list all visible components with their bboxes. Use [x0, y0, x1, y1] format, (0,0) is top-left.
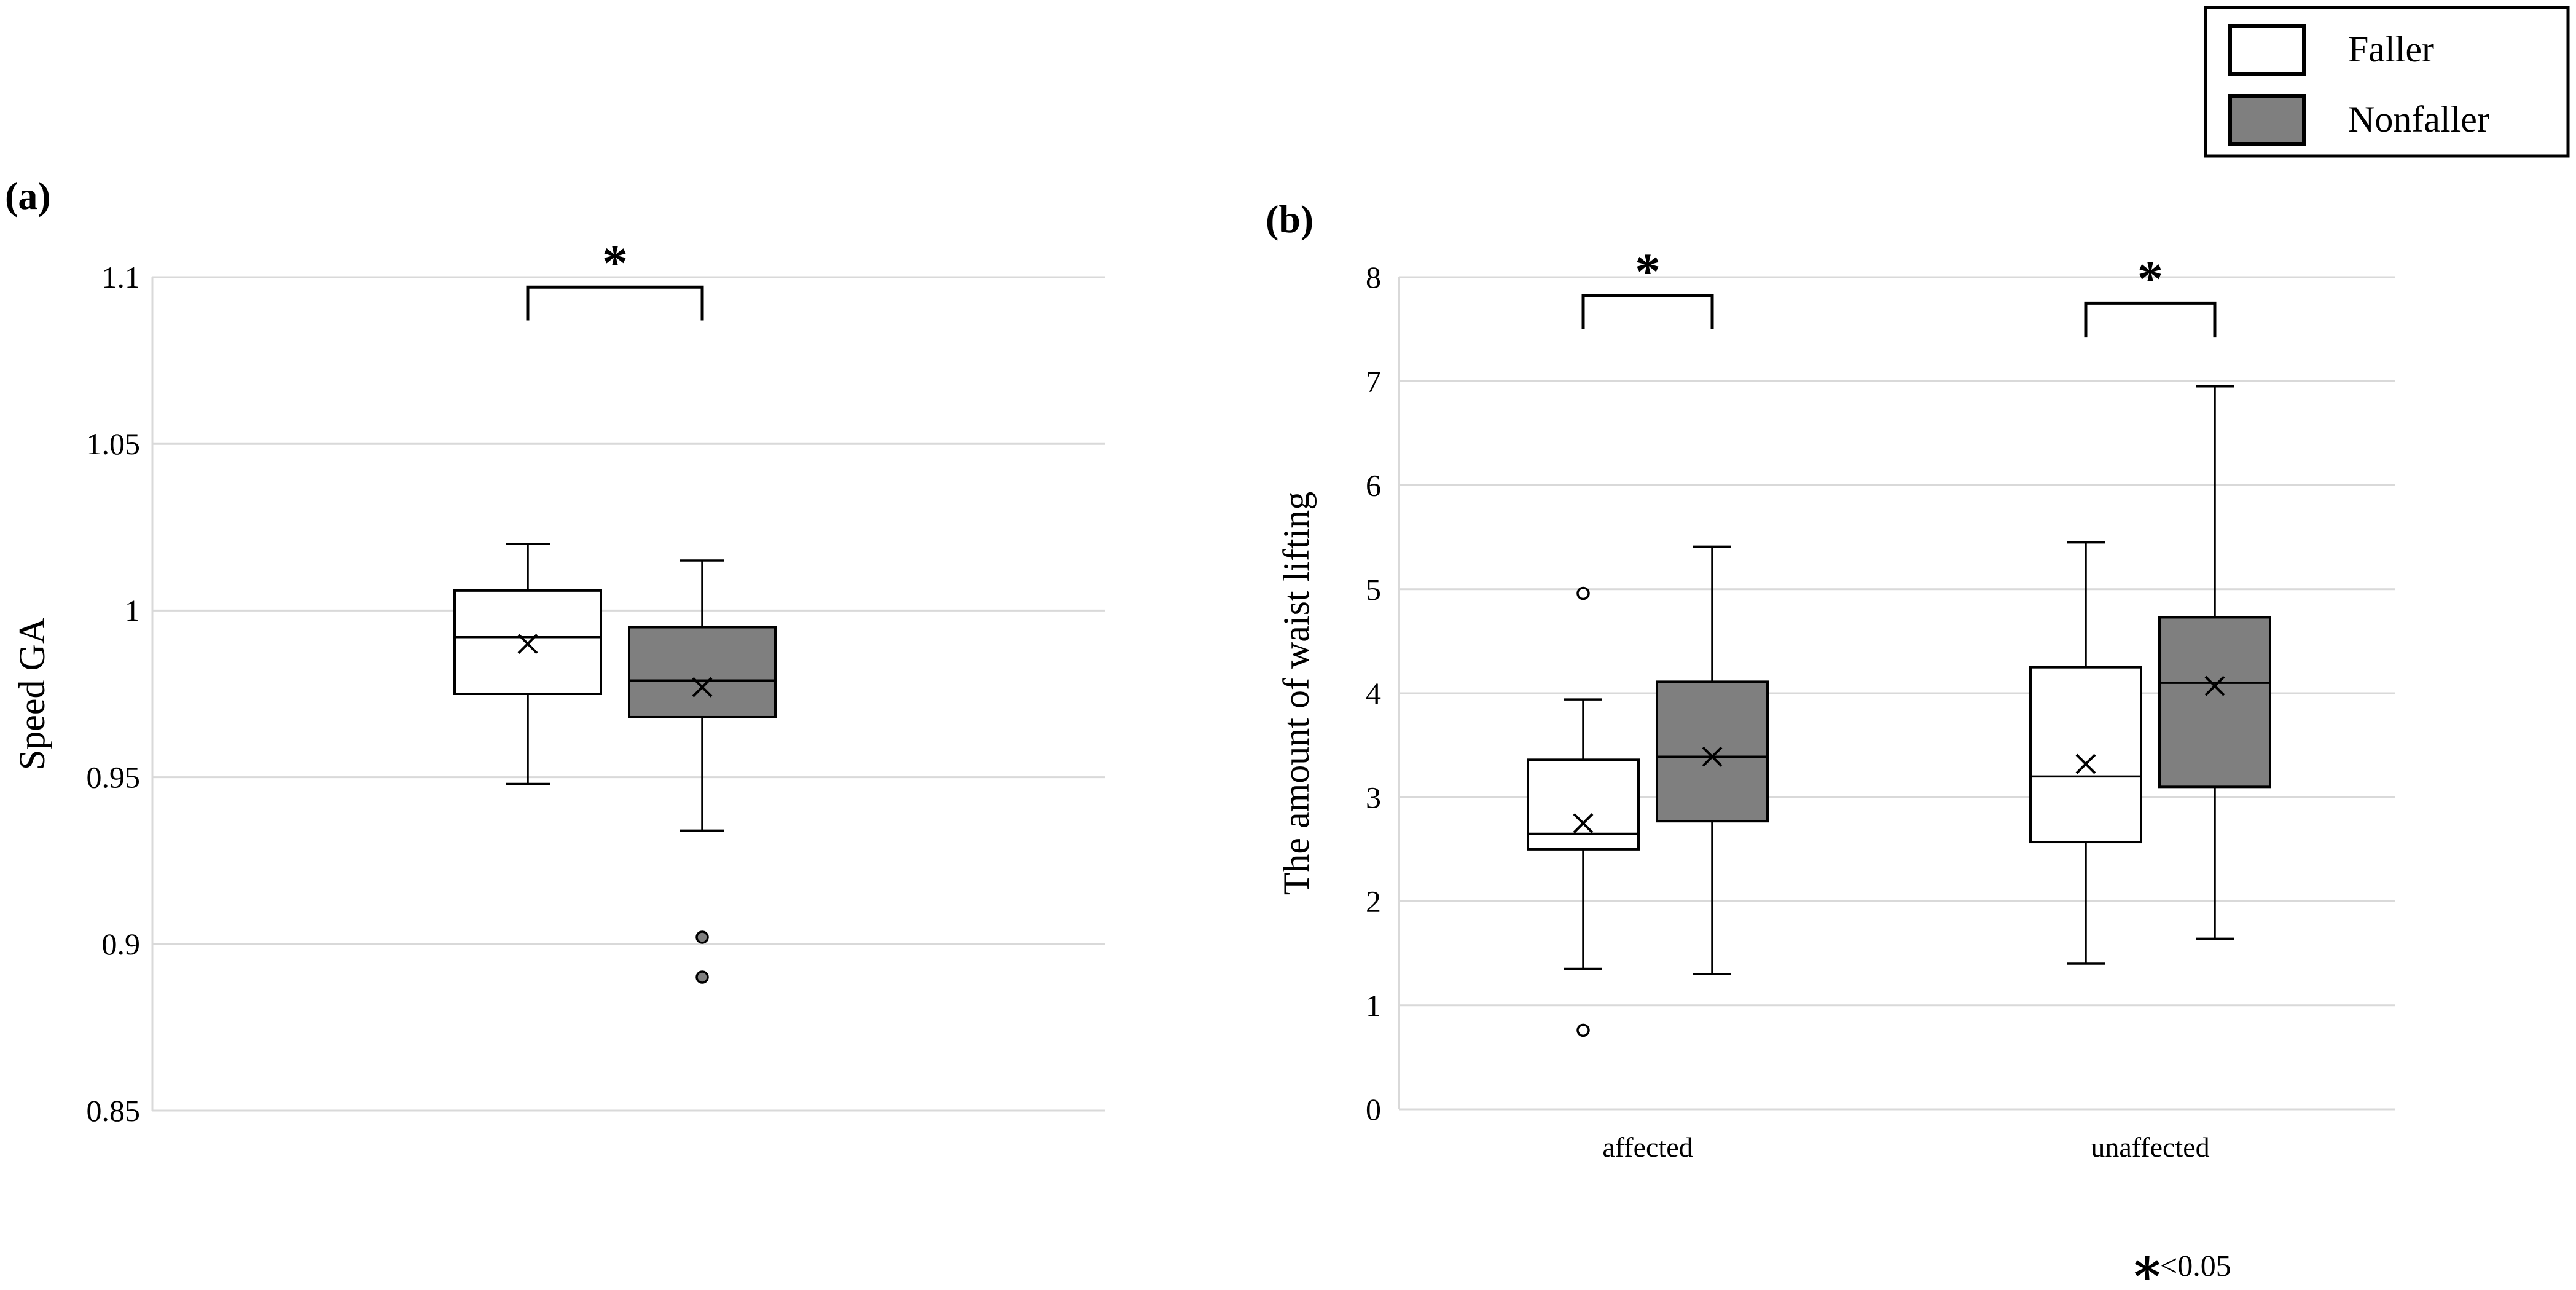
y-tick-label: 1.1 — [102, 260, 141, 294]
mean-marker-faller-unaffected — [2075, 753, 2096, 774]
y-tick-label: 0 — [1366, 1092, 1381, 1127]
chart-panel-a: (a) 0.85 0.9 0.95 1 1.05 1.1 Speed GA * — [5, 174, 1105, 1128]
box-nonfaller-all — [628, 626, 777, 718]
panel-a-significance: * — [526, 234, 704, 321]
x-category-label: unaffected — [2091, 1131, 2209, 1163]
panel-b-y-ticks: 0 1 2 3 4 5 6 7 8 — [1366, 260, 1381, 1127]
panel-a-label: (a) — [5, 174, 51, 218]
panel-a-y-ticks: 0.85 0.9 0.95 1 1.05 1.1 — [87, 260, 141, 1128]
significance-star: * — [2137, 250, 2163, 307]
significance-star: * — [1635, 243, 1661, 300]
legend: Faller Nonfaller — [2204, 6, 2570, 158]
y-tick-label: 1 — [1366, 988, 1381, 1023]
significance-star: * — [602, 234, 628, 291]
mean-marker-faller-affected — [1573, 813, 1594, 833]
box-nonfaller-affected — [1656, 680, 1769, 823]
y-tick-label: 4 — [1366, 676, 1381, 710]
panel-b-boxes — [1527, 385, 2271, 1037]
mean-marker-nonfaller-all — [692, 677, 713, 698]
y-tick-label: 0.95 — [87, 760, 141, 795]
outlier-point-faller-affected — [1576, 1023, 1590, 1037]
significance-footnote: ∗ <0.05 — [2129, 1239, 2231, 1290]
footnote-text: <0.05 — [2160, 1248, 2231, 1283]
panel-b-label: (b) — [1266, 197, 1313, 241]
y-tick-label: 8 — [1366, 260, 1381, 294]
y-tick-label: 2 — [1366, 884, 1381, 919]
mean-marker-nonfaller-unaffected — [2204, 675, 2225, 696]
y-tick-label: 7 — [1366, 364, 1381, 398]
outlier-point-nonfaller-all — [695, 930, 709, 944]
box-faller-unaffected — [2029, 666, 2142, 844]
y-tick-label: 0.85 — [87, 1093, 141, 1128]
panel-b-y-axis-label: The amount of waist lifting — [1276, 492, 1317, 895]
significance-bracket — [526, 285, 704, 321]
panel-b-category-labels: affected unaffected — [1602, 1131, 2209, 1163]
y-tick-label: 6 — [1366, 468, 1381, 503]
mean-marker-nonfaller-affected — [1702, 746, 1723, 767]
y-tick-label: 5 — [1366, 572, 1381, 607]
legend-swatch-faller — [2228, 24, 2306, 76]
panel-a-gridlines — [151, 276, 1105, 1112]
panel-a-y-axis-label: Speed GA — [12, 618, 52, 770]
panel-a-boxes — [453, 543, 777, 984]
outlier-point-faller-affected — [1576, 586, 1590, 600]
chart-panel-b: (b) 0 1 2 3 4 5 6 7 8 The amount of waist liftin… — [1266, 197, 2395, 1163]
y-tick-label: 1 — [125, 593, 140, 627]
x-category-label: affected — [1602, 1131, 1693, 1163]
legend-swatch-nonfaller — [2228, 94, 2306, 146]
legend-label-faller: Faller — [2348, 29, 2434, 69]
mean-marker-faller-all — [517, 634, 538, 655]
footnote-star: ∗ — [2129, 1239, 2165, 1290]
y-tick-label: 3 — [1366, 780, 1381, 814]
significance-bracket — [1581, 294, 1714, 329]
y-tick-label: 0.9 — [102, 927, 141, 961]
legend-label-nonfaller: Nonfaller — [2348, 99, 2489, 140]
panel-b-significance: * * — [1581, 243, 2217, 338]
outlier-point-nonfaller-all — [695, 970, 709, 984]
box-nonfaller-unaffected — [2158, 616, 2271, 789]
box-faller-affected — [1527, 758, 1640, 851]
y-tick-label: 1.05 — [87, 427, 141, 461]
significance-bracket — [2084, 301, 2217, 338]
